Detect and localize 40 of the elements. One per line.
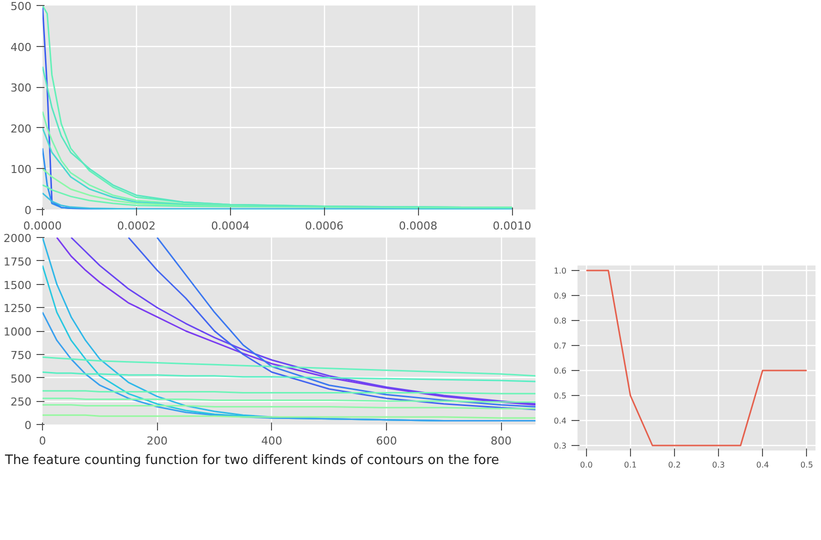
y-tick-label: 0.7 [554, 342, 567, 350]
y-tick-label: 0.5 [554, 392, 567, 400]
y-tick-label: 750 [10, 348, 32, 362]
y-tick-label: 1750 [4, 255, 32, 268]
x-tick-label: 0 [39, 434, 46, 448]
x-tick-label: 0.1 [624, 460, 637, 470]
x-tick-label: 0.0006 [304, 220, 344, 232]
x-tick-label: 0.0002 [117, 220, 156, 232]
y-tick-label: 2000 [4, 232, 32, 245]
x-tick-label: 0.3 [712, 460, 725, 470]
x-tick-label: 0.5 [800, 460, 814, 470]
x-tick-label: 0.4 [756, 460, 769, 470]
x-tick-label: 600 [376, 434, 397, 448]
y-tick-label: 0.9 [554, 292, 567, 300]
y-tick-label: 0.4 [554, 416, 567, 426]
y-tick-label: 200 [10, 122, 32, 136]
y-tick-label: 1.0 [554, 266, 567, 276]
y-tick-label: 1000 [4, 326, 32, 338]
x-tick-label: 200 [146, 434, 168, 448]
x-tick-label: 0.0010 [492, 220, 532, 232]
y-tick-label: 1500 [4, 278, 32, 292]
y-tick-label: 100 [10, 163, 32, 176]
y-tick-label: 0.6 [554, 366, 567, 376]
y-tick-label: 500 [10, 0, 32, 13]
x-tick-label: 0.0000 [23, 220, 62, 232]
x-tick-label: 400 [261, 434, 282, 448]
x-tick-label: 800 [490, 434, 512, 448]
y-tick-label: 250 [10, 396, 32, 409]
x-tick-label: 0.2 [668, 460, 681, 470]
x-tick-label: 0.0008 [398, 220, 438, 232]
text: The feature counting function for two different kinds of contours on the fore [5, 452, 500, 470]
y-tick-label: 1250 [4, 302, 32, 316]
y-tick-label: 400 [10, 40, 32, 54]
y-tick-label: 300 [10, 82, 32, 95]
x-tick-label: 0.0 [580, 460, 593, 470]
y-tick-label: 0 [24, 204, 32, 217]
x-tick-label: 0.0004 [211, 220, 250, 232]
y-tick-label: 500 [10, 372, 32, 386]
y-tick-label: 0.8 [554, 316, 567, 326]
y-tick-label: 0 [24, 419, 32, 432]
